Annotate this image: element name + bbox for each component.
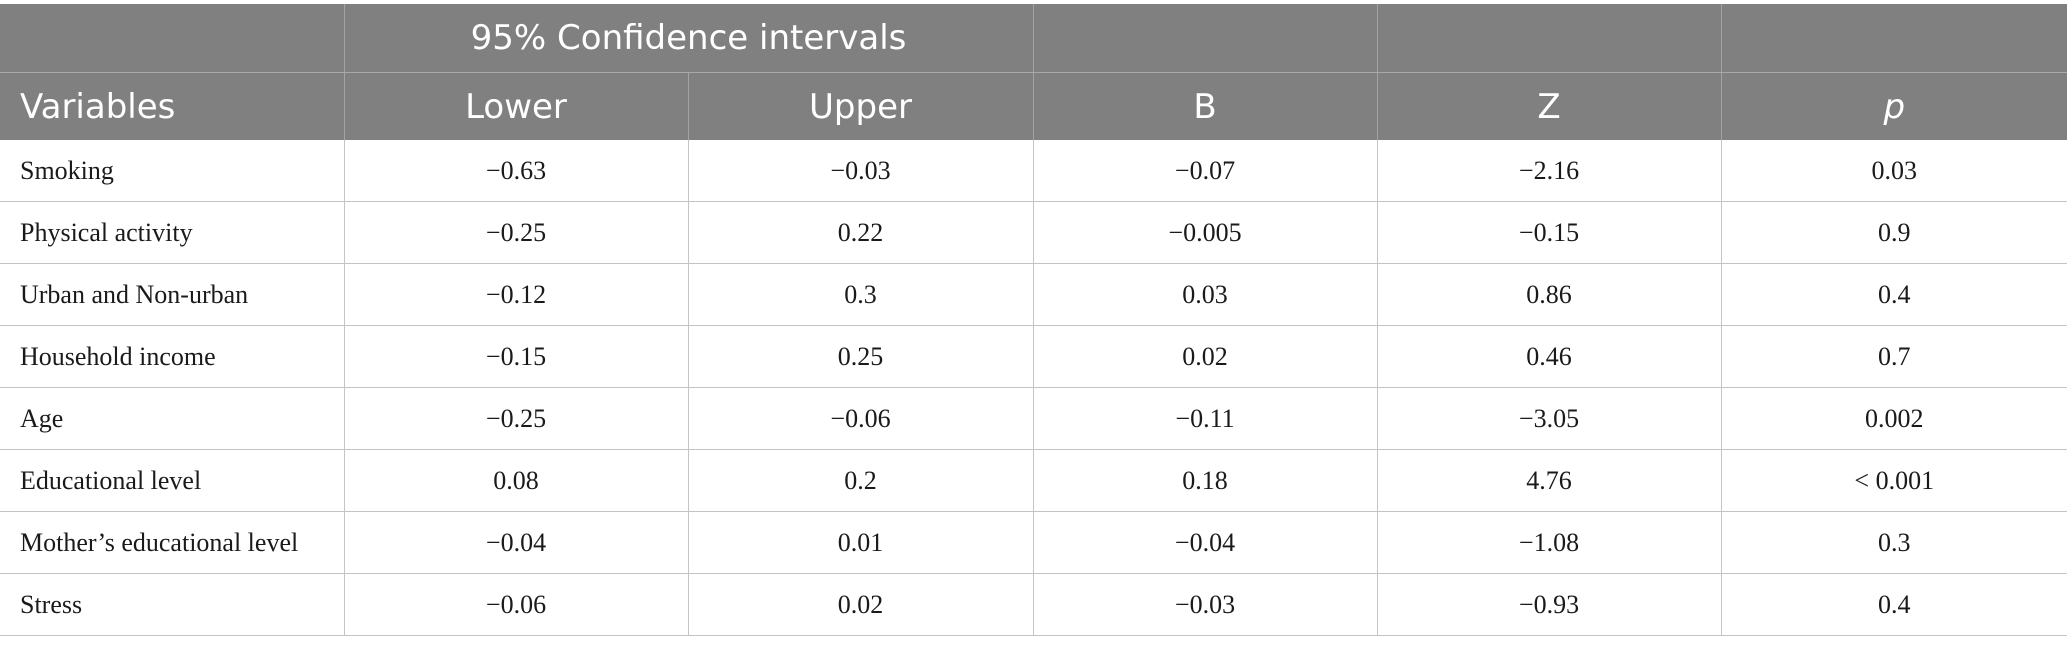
column-header-z: Z (1377, 72, 1722, 140)
variable-name-cell: Educational level (0, 449, 345, 512)
z-cell: −0.93 (1377, 573, 1722, 636)
variable-name-cell: Stress (0, 573, 345, 636)
p-cell: 0.7 (1721, 325, 2067, 388)
column-header-variables: Variables (0, 72, 345, 140)
upper-cell: 0.3 (688, 263, 1034, 326)
z-cell: −3.05 (1377, 387, 1722, 450)
lower-cell: −0.63 (344, 140, 689, 202)
table-row: Mother’s educational level −0.04 0.01 −0… (0, 511, 2067, 574)
upper-cell: 0.25 (688, 325, 1034, 388)
table-row: Stress −0.06 0.02 −0.03 −0.93 0.4 (0, 573, 2067, 636)
table-row: Physical activity −0.25 0.22 −0.005 −0.1… (0, 201, 2067, 264)
lower-cell: −0.06 (344, 573, 689, 636)
p-cell: 0.4 (1721, 573, 2067, 636)
lower-cell: −0.25 (344, 387, 689, 450)
table-row: Age −0.25 −0.06 −0.11 −3.05 0.002 (0, 387, 2067, 450)
b-cell: 0.03 (1033, 263, 1378, 326)
p-cell: 0.4 (1721, 263, 2067, 326)
upper-cell: 0.2 (688, 449, 1034, 512)
header-empty-cell (1033, 4, 1378, 73)
lower-cell: −0.04 (344, 511, 689, 574)
variable-name-cell: Mother’s educational level (0, 511, 345, 574)
z-cell: −1.08 (1377, 511, 1722, 574)
table-row: Urban and Non-urban −0.12 0.3 0.03 0.86 … (0, 263, 2067, 326)
results-table: 95% Confidence intervals Variables Lower… (0, 4, 2067, 636)
header-empty-cell (0, 4, 345, 73)
lower-cell: −0.12 (344, 263, 689, 326)
header-empty-cell (1721, 4, 2067, 73)
b-cell: −0.11 (1033, 387, 1378, 450)
z-cell: −0.15 (1377, 201, 1722, 264)
z-cell: 0.46 (1377, 325, 1722, 388)
z-cell: 4.76 (1377, 449, 1722, 512)
p-cell: 0.9 (1721, 201, 2067, 264)
p-cell: 0.03 (1721, 140, 2067, 202)
table-row: Smoking −0.63 −0.03 −0.07 −2.16 0.03 (0, 140, 2067, 202)
z-cell: −2.16 (1377, 140, 1722, 202)
z-cell: 0.86 (1377, 263, 1722, 326)
b-cell: −0.03 (1033, 573, 1378, 636)
b-cell: −0.04 (1033, 511, 1378, 574)
p-cell: 0.002 (1721, 387, 2067, 450)
column-header-p: p (1721, 72, 2067, 140)
b-cell: −0.005 (1033, 201, 1378, 264)
header-group-row: 95% Confidence intervals (0, 4, 2067, 73)
upper-cell: −0.03 (688, 140, 1034, 202)
b-cell: 0.18 (1033, 449, 1378, 512)
table-row: Educational level 0.08 0.2 0.18 4.76 < 0… (0, 449, 2067, 512)
upper-cell: 0.02 (688, 573, 1034, 636)
column-header-upper: Upper (688, 72, 1034, 140)
b-cell: −0.07 (1033, 140, 1378, 202)
lower-cell: −0.15 (344, 325, 689, 388)
lower-cell: −0.25 (344, 201, 689, 264)
upper-cell: 0.22 (688, 201, 1034, 264)
variable-name-cell: Age (0, 387, 345, 450)
header-empty-cell (1377, 4, 1722, 73)
table-row: Household income −0.15 0.25 0.02 0.46 0.… (0, 325, 2067, 388)
column-header-b: B (1033, 72, 1378, 140)
variable-name-cell: Urban and Non-urban (0, 263, 345, 326)
p-cell: < 0.001 (1721, 449, 2067, 512)
column-header-lower: Lower (344, 72, 689, 140)
header-column-row: Variables Lower Upper B Z p (0, 72, 2067, 140)
variable-name-cell: Smoking (0, 140, 345, 202)
p-cell: 0.3 (1721, 511, 2067, 574)
b-cell: 0.02 (1033, 325, 1378, 388)
lower-cell: 0.08 (344, 449, 689, 512)
upper-cell: −0.06 (688, 387, 1034, 450)
confidence-interval-group-header: 95% Confidence intervals (344, 4, 1034, 73)
upper-cell: 0.01 (688, 511, 1034, 574)
variable-name-cell: Household income (0, 325, 345, 388)
variable-name-cell: Physical activity (0, 201, 345, 264)
